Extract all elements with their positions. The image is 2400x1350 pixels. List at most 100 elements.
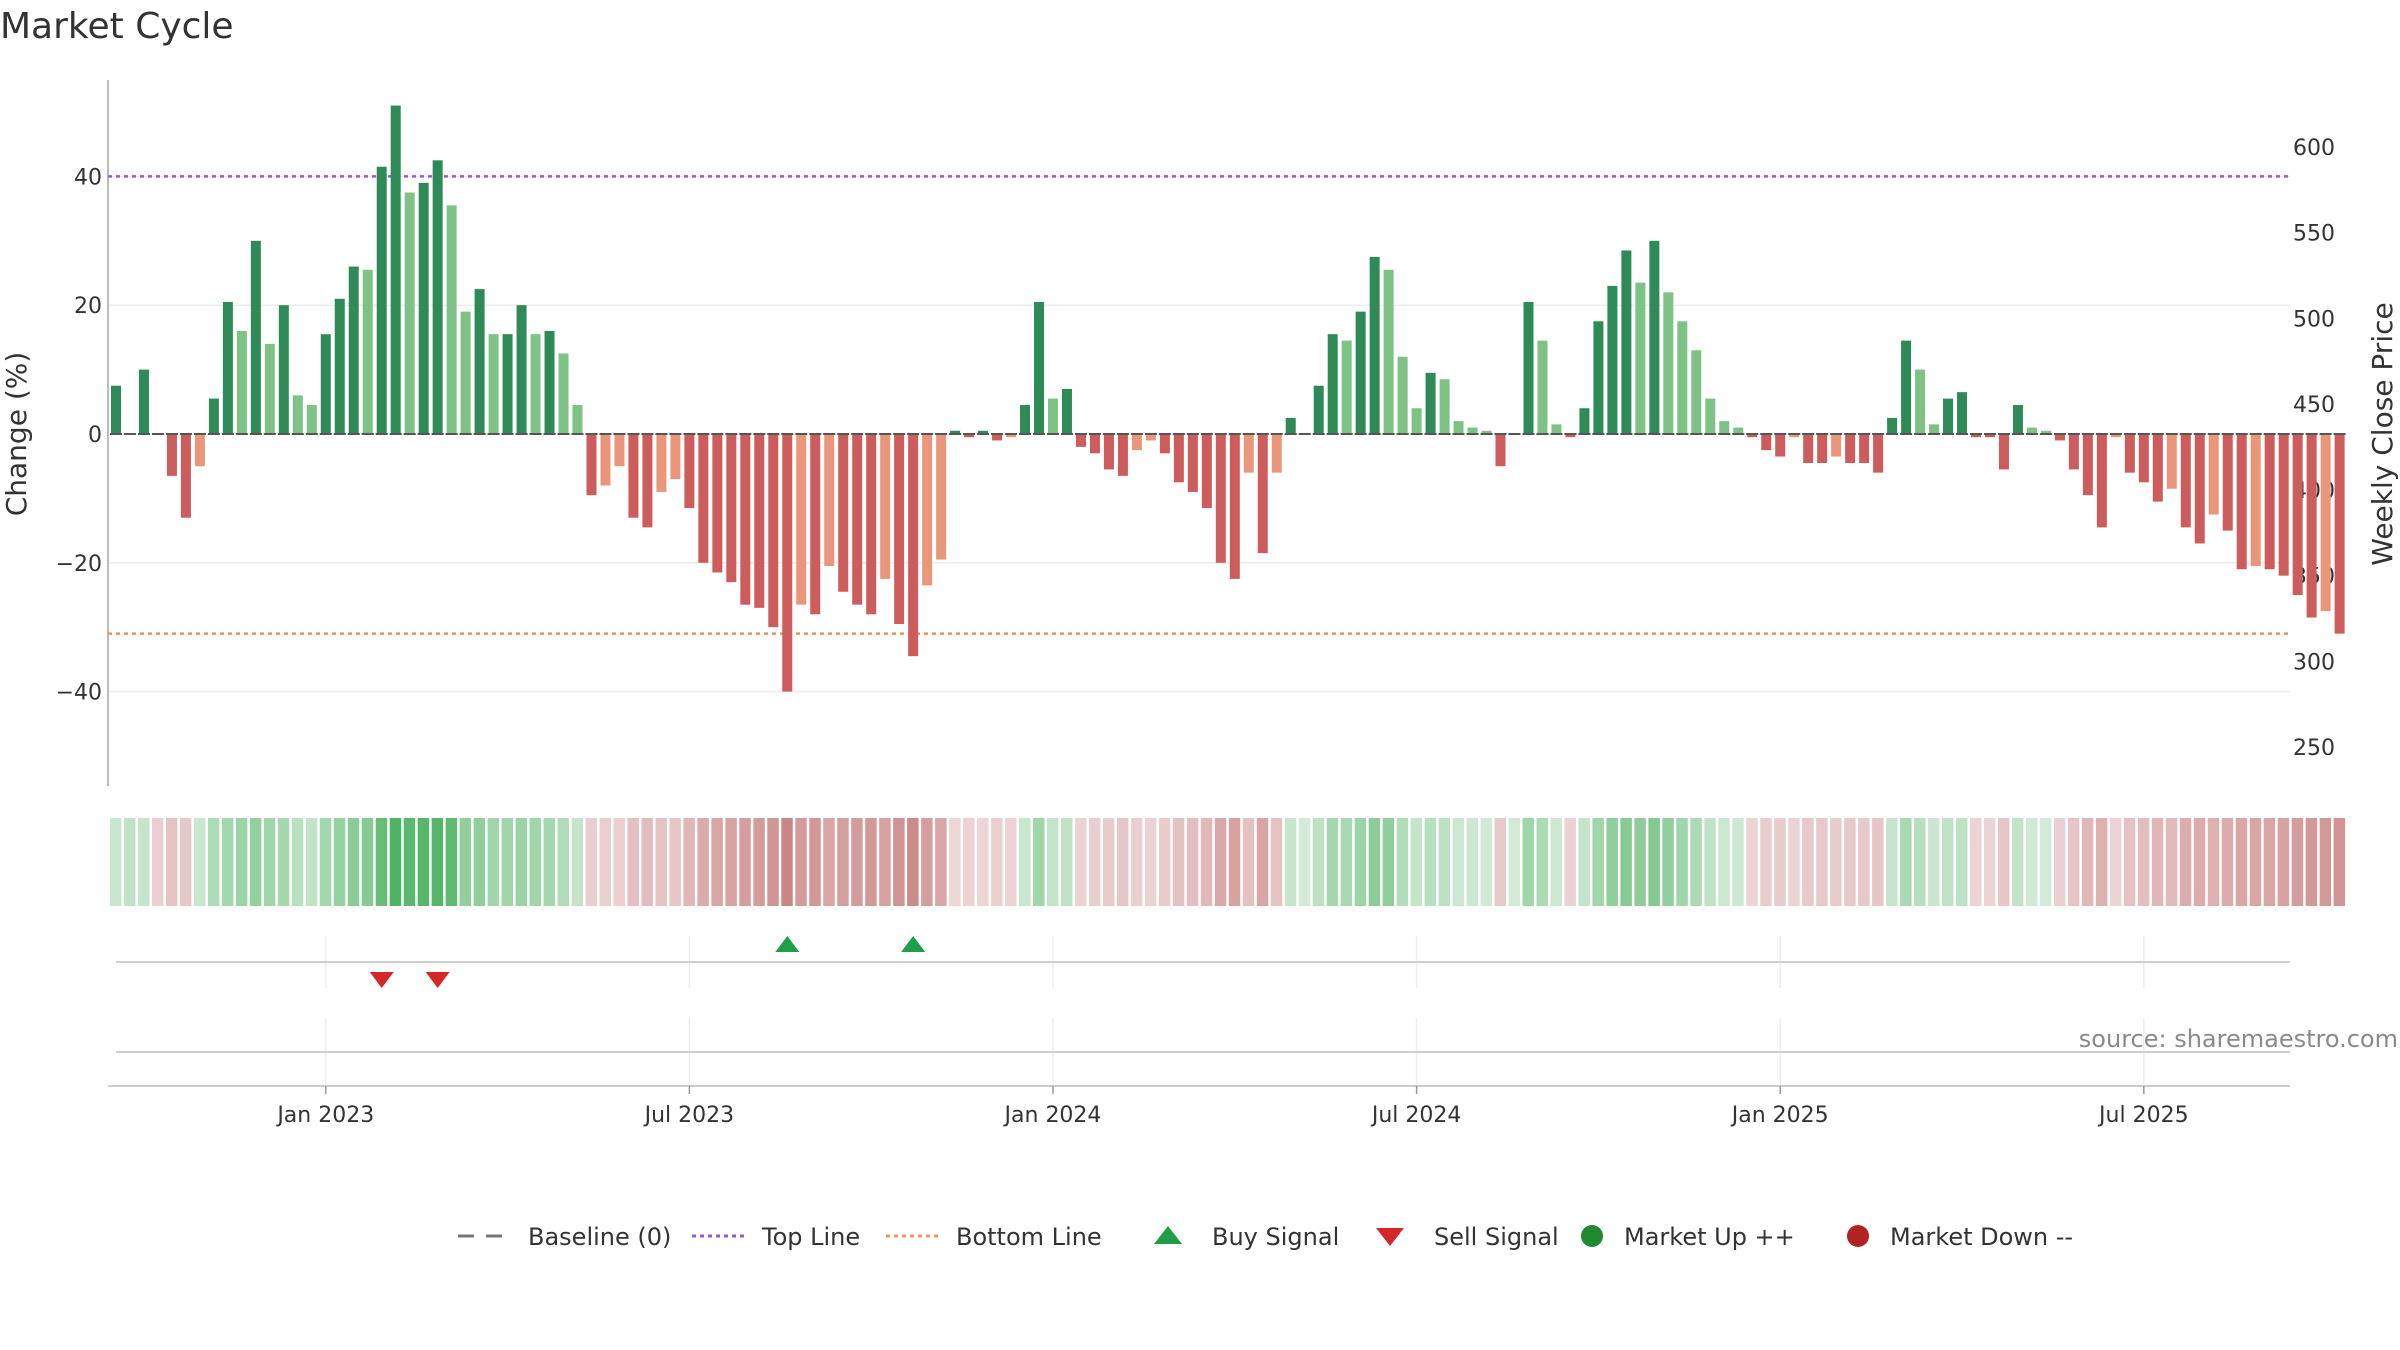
bar	[1411, 408, 1422, 434]
heat-cell	[2179, 818, 2192, 906]
legend-label: Baseline (0)	[528, 1223, 671, 1251]
bar	[2208, 434, 2219, 515]
heat-cell	[515, 818, 528, 906]
heat-cell	[1858, 818, 1870, 906]
bar	[908, 434, 919, 657]
heat-cell	[767, 818, 779, 906]
heat-cell	[417, 818, 430, 906]
y2-tick-label: 600	[2293, 136, 2335, 161]
heat-cell	[529, 818, 542, 906]
bar	[1719, 421, 1730, 434]
bar	[1887, 417, 1898, 434]
bar	[2334, 434, 2345, 634]
bar	[2264, 434, 2275, 570]
heat-cell	[739, 818, 751, 906]
heat-cell	[1270, 818, 1283, 906]
heat-cell	[1466, 818, 1479, 906]
bar	[1243, 434, 1254, 473]
bar	[558, 353, 569, 434]
bar	[2236, 434, 2247, 570]
heat-cell	[1200, 818, 1213, 906]
bar	[348, 266, 359, 434]
heat-cell	[1648, 818, 1660, 906]
bar	[1397, 356, 1408, 434]
bar	[1998, 434, 2009, 470]
bar	[698, 434, 709, 563]
heat-cell	[557, 818, 570, 906]
heat-cell	[1508, 818, 1520, 906]
bar	[1006, 434, 1017, 438]
y-tick-label: −40	[56, 681, 102, 706]
heat-cell	[347, 818, 360, 906]
bar	[1565, 434, 1576, 438]
y-tick-label: −20	[56, 552, 102, 577]
bar	[922, 434, 933, 586]
heat-cell	[110, 818, 122, 906]
y2-tick-label: 500	[2293, 307, 2335, 332]
bar	[1915, 369, 1926, 434]
heat-cell	[1760, 818, 1772, 906]
bar	[1453, 421, 1464, 434]
bar	[544, 330, 555, 434]
heat-cell	[1634, 818, 1646, 906]
heat-cell	[1774, 818, 1786, 906]
circle-icon	[1581, 1225, 1603, 1247]
heat-cell	[1284, 818, 1297, 906]
heat-cell	[879, 818, 891, 906]
bar	[1173, 434, 1184, 483]
heat-cell	[473, 818, 486, 906]
heat-cell	[1690, 818, 1702, 906]
heat-cell	[2123, 818, 2136, 906]
bar	[866, 434, 877, 615]
heat-cell	[2067, 818, 2080, 906]
bar	[1089, 434, 1100, 454]
heat-cell	[683, 818, 695, 906]
heat-cell	[1242, 818, 1255, 906]
heat-cell	[2025, 818, 2038, 906]
bar	[572, 405, 583, 434]
bar	[656, 434, 667, 492]
heat-cell	[263, 818, 276, 906]
bar	[264, 343, 275, 434]
heat-cell	[2011, 818, 2024, 906]
heat-cell	[1088, 818, 1101, 906]
bar	[768, 434, 779, 628]
bar	[810, 434, 821, 615]
bar	[1034, 301, 1045, 434]
bar	[1061, 388, 1072, 434]
bar	[404, 192, 415, 434]
bar	[726, 434, 737, 583]
bar	[2110, 434, 2121, 438]
legend-item: Bottom Line	[886, 1223, 1102, 1251]
heat-cell	[1144, 818, 1157, 906]
heat-cell	[1914, 818, 1926, 906]
bar	[1691, 350, 1702, 434]
bar	[194, 434, 205, 467]
heat-cell	[585, 818, 597, 906]
bar	[1201, 434, 1212, 509]
triangle-down-icon	[1376, 1228, 1404, 1246]
heat-cell	[165, 818, 178, 906]
bar	[460, 311, 471, 434]
heat-cell	[543, 818, 556, 906]
sell-signal-marker	[425, 972, 450, 988]
heat-cell	[1536, 818, 1548, 906]
bar	[278, 305, 289, 434]
bar	[2026, 427, 2037, 434]
y2-tick-label: 450	[2293, 393, 2335, 418]
heat-cell	[2081, 818, 2094, 906]
heat-cell	[907, 818, 919, 906]
heat-cell	[1340, 818, 1353, 906]
x-tick-label: Jul 2023	[643, 1103, 735, 1128]
bar	[880, 434, 891, 579]
x-axis: Jan 2023 Jul 2023 Jan 2024 Jul 2024 Jan 2025…	[108, 1085, 2290, 1128]
bar	[502, 334, 513, 434]
bar	[1831, 434, 1842, 457]
heat-cell	[669, 818, 681, 906]
heat-cell	[319, 818, 332, 906]
heat-cell	[1564, 818, 1576, 906]
bar	[1145, 434, 1156, 441]
heat-cell	[1732, 818, 1744, 906]
heat-cell	[823, 818, 835, 906]
